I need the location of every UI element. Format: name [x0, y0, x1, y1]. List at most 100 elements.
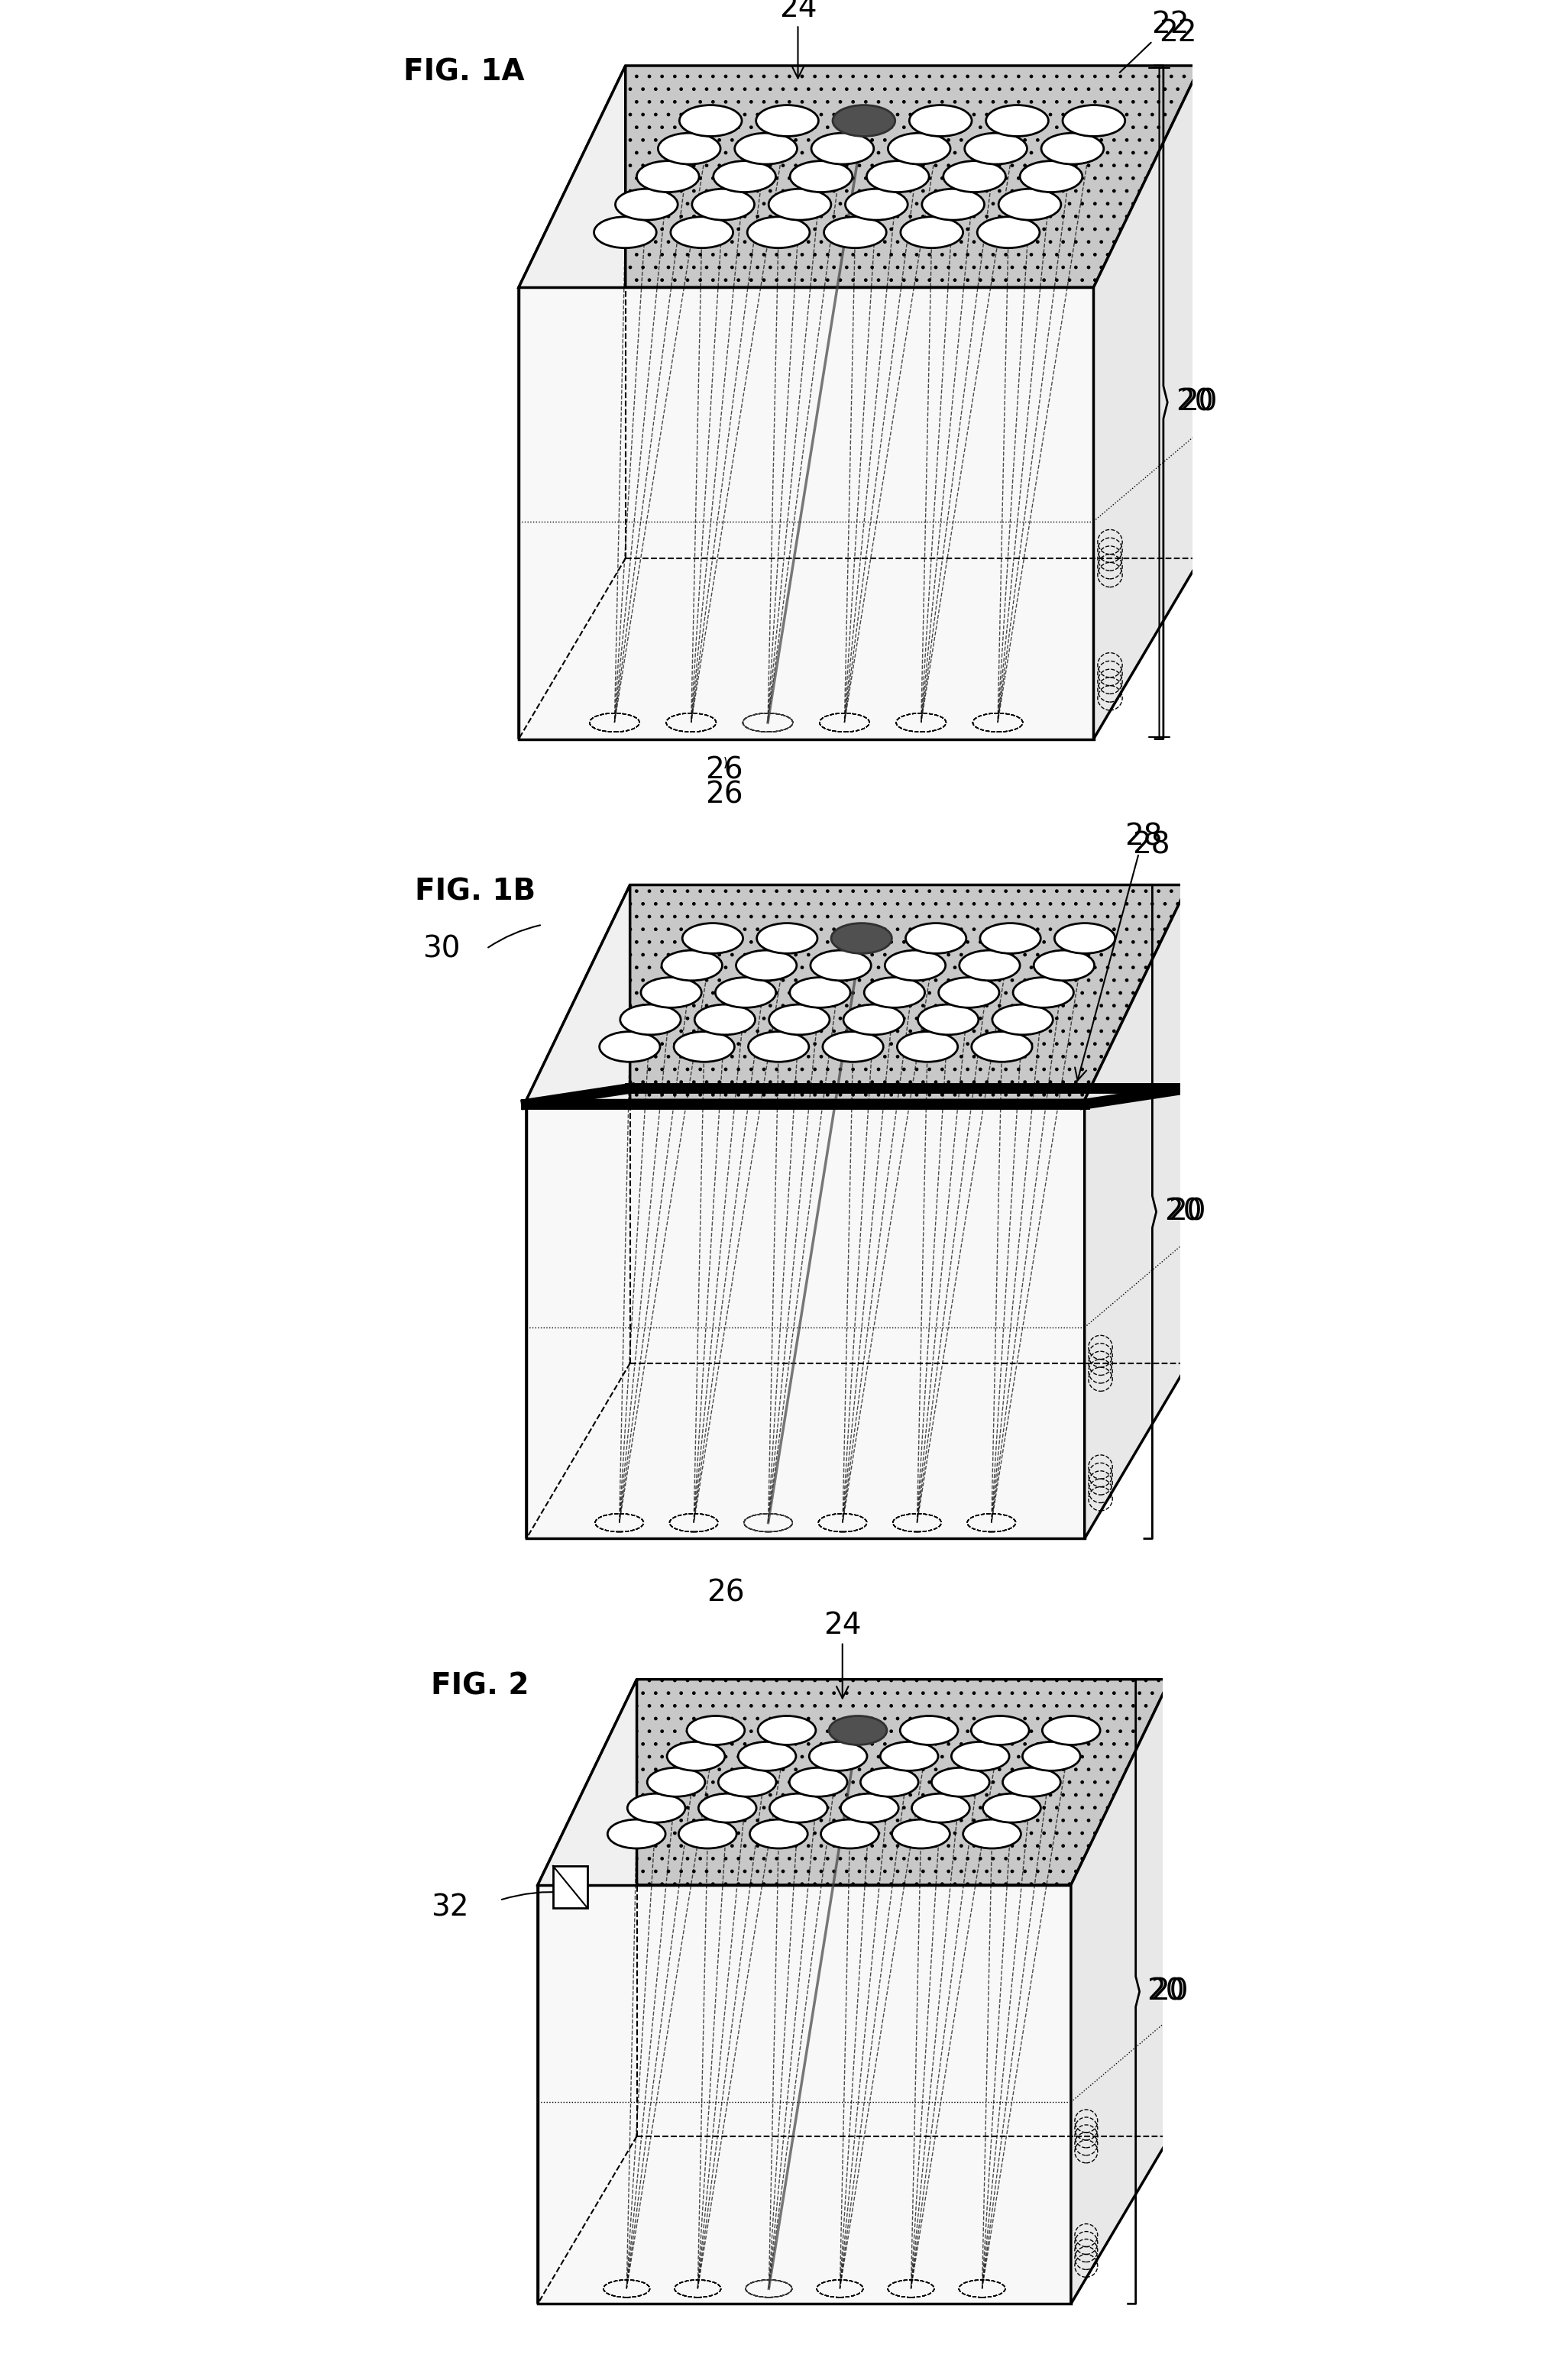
Ellipse shape [674, 1031, 735, 1061]
Ellipse shape [686, 1716, 744, 1745]
Ellipse shape [824, 217, 886, 248]
Ellipse shape [667, 1742, 725, 1771]
Ellipse shape [1013, 978, 1074, 1007]
Ellipse shape [789, 162, 852, 193]
Ellipse shape [983, 1795, 1041, 1823]
Ellipse shape [846, 188, 908, 219]
Ellipse shape [811, 133, 874, 164]
Ellipse shape [758, 1716, 816, 1745]
Ellipse shape [678, 1818, 736, 1849]
Ellipse shape [716, 978, 775, 1007]
Ellipse shape [972, 1031, 1032, 1061]
Text: 22: 22 [1119, 10, 1189, 71]
Ellipse shape [749, 1031, 810, 1061]
Ellipse shape [964, 133, 1027, 164]
Text: 20: 20 [1150, 1978, 1189, 2006]
Ellipse shape [960, 950, 1021, 981]
Polygon shape [519, 67, 1200, 288]
Ellipse shape [621, 1004, 681, 1035]
Ellipse shape [694, 1004, 755, 1035]
Polygon shape [1094, 67, 1200, 740]
Text: 32: 32 [431, 1894, 469, 1923]
Ellipse shape [900, 217, 963, 248]
Ellipse shape [885, 950, 946, 981]
Ellipse shape [1041, 133, 1103, 164]
Ellipse shape [600, 1031, 660, 1061]
Text: 26: 26 [705, 781, 742, 809]
Ellipse shape [661, 950, 722, 981]
Ellipse shape [952, 1742, 1010, 1771]
Ellipse shape [769, 188, 832, 219]
Polygon shape [527, 885, 1188, 1100]
Ellipse shape [888, 133, 950, 164]
Ellipse shape [1022, 1742, 1080, 1771]
Polygon shape [519, 67, 625, 740]
Ellipse shape [769, 1004, 830, 1035]
Ellipse shape [993, 1004, 1053, 1035]
Text: 20: 20 [1164, 1197, 1202, 1226]
Ellipse shape [905, 923, 966, 954]
Text: 26: 26 [705, 754, 742, 785]
Polygon shape [1071, 1680, 1171, 2304]
Ellipse shape [861, 1768, 919, 1797]
Ellipse shape [789, 1768, 847, 1797]
Polygon shape [527, 1100, 1085, 1540]
Text: 20: 20 [1147, 1978, 1185, 2006]
Ellipse shape [811, 950, 871, 981]
Ellipse shape [719, 1768, 777, 1797]
Ellipse shape [917, 1004, 978, 1035]
Ellipse shape [692, 188, 755, 219]
Ellipse shape [828, 1716, 886, 1745]
Polygon shape [538, 1680, 1171, 1885]
Ellipse shape [1021, 162, 1082, 193]
Ellipse shape [939, 978, 999, 1007]
Ellipse shape [971, 1716, 1028, 1745]
Ellipse shape [735, 133, 797, 164]
Ellipse shape [713, 162, 775, 193]
Polygon shape [519, 288, 1094, 740]
Text: 26: 26 [706, 1578, 744, 1606]
Ellipse shape [1043, 1716, 1100, 1745]
Ellipse shape [911, 1795, 969, 1823]
Ellipse shape [594, 217, 656, 248]
Ellipse shape [1063, 105, 1125, 136]
Ellipse shape [738, 1742, 796, 1771]
Ellipse shape [922, 188, 985, 219]
Ellipse shape [647, 1768, 705, 1797]
Ellipse shape [980, 923, 1041, 954]
Text: 28: 28 [1075, 821, 1163, 1081]
Ellipse shape [1055, 923, 1114, 954]
Ellipse shape [844, 1004, 903, 1035]
Ellipse shape [821, 1818, 878, 1849]
Polygon shape [538, 1885, 1071, 2304]
Text: 28: 28 [1132, 831, 1171, 859]
Ellipse shape [641, 978, 702, 1007]
Ellipse shape [897, 1031, 958, 1061]
Ellipse shape [900, 1716, 958, 1745]
Text: 30: 30 [422, 935, 461, 964]
Text: FIG. 1B: FIG. 1B [414, 876, 536, 907]
Ellipse shape [756, 105, 819, 136]
Ellipse shape [866, 162, 928, 193]
Ellipse shape [680, 105, 742, 136]
Ellipse shape [999, 188, 1061, 219]
Text: 20: 20 [1180, 388, 1218, 416]
Text: FIG. 1A: FIG. 1A [403, 57, 525, 86]
Ellipse shape [1033, 950, 1094, 981]
Ellipse shape [769, 1795, 827, 1823]
Ellipse shape [608, 1818, 666, 1849]
Ellipse shape [683, 923, 742, 954]
Text: 24: 24 [824, 1611, 861, 1699]
Ellipse shape [944, 162, 1005, 193]
Ellipse shape [832, 923, 892, 954]
Bar [553, 1866, 588, 1909]
Polygon shape [1085, 885, 1188, 1540]
Ellipse shape [756, 923, 817, 954]
Text: 20: 20 [1175, 388, 1213, 416]
Ellipse shape [699, 1795, 756, 1823]
Ellipse shape [616, 188, 678, 219]
Ellipse shape [789, 978, 850, 1007]
Ellipse shape [822, 1031, 883, 1061]
Ellipse shape [963, 1818, 1021, 1849]
Ellipse shape [1002, 1768, 1061, 1797]
